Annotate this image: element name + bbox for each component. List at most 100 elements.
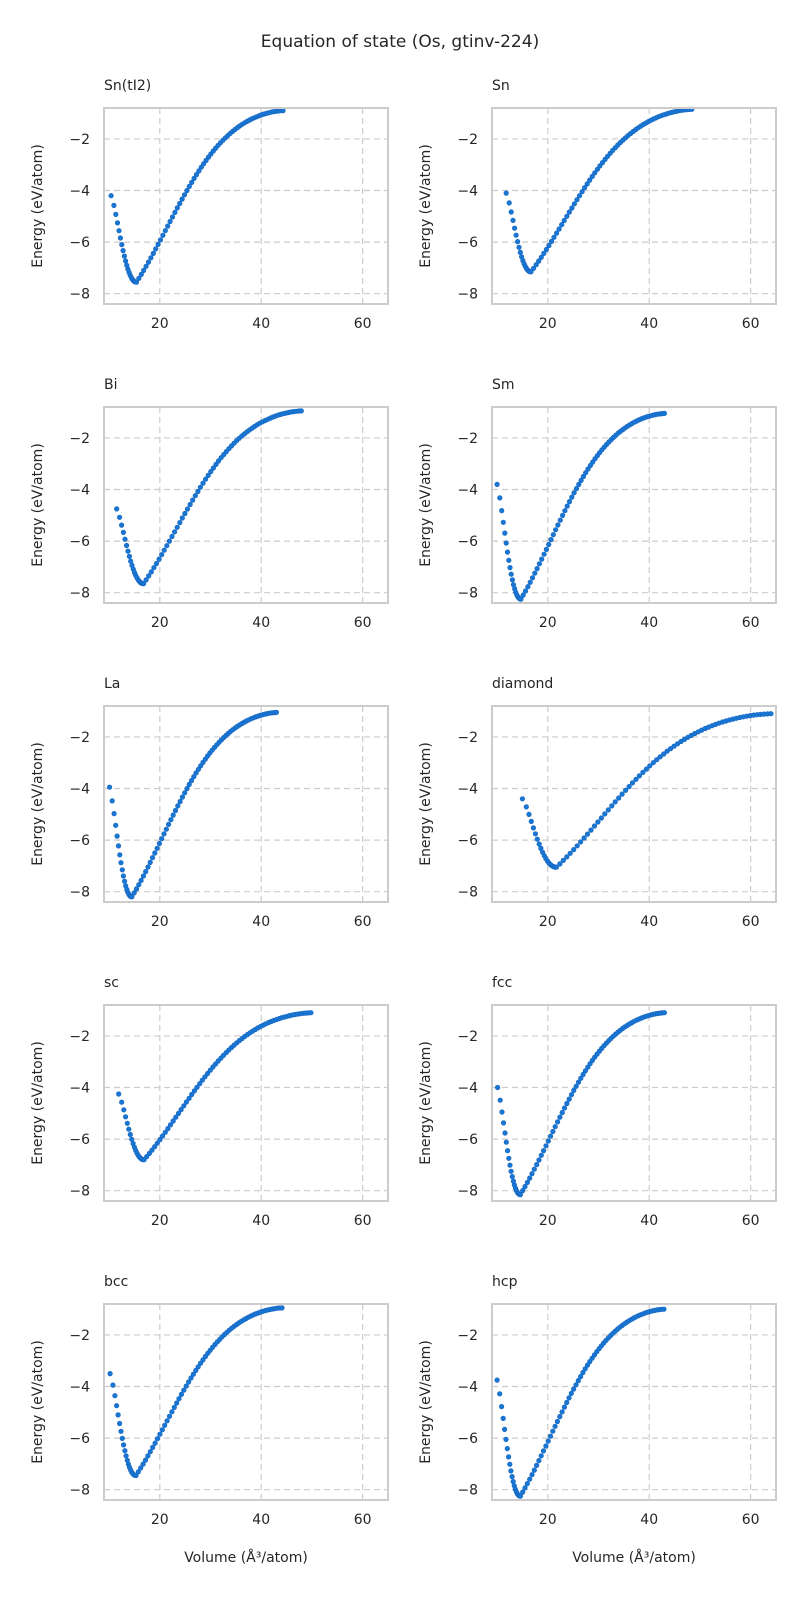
data-point bbox=[170, 812, 176, 818]
data-point bbox=[536, 258, 542, 264]
data-point bbox=[159, 552, 165, 558]
data-point bbox=[566, 499, 573, 505]
data-point bbox=[566, 1395, 572, 1401]
data-point bbox=[529, 575, 536, 581]
data-point bbox=[114, 506, 120, 512]
data-point bbox=[119, 1435, 125, 1441]
data-point bbox=[562, 508, 568, 514]
data-point bbox=[557, 1114, 563, 1120]
data-point bbox=[494, 1377, 500, 1383]
data-point bbox=[149, 1147, 155, 1153]
data-point bbox=[136, 275, 142, 281]
data-point bbox=[176, 1396, 182, 1402]
data-point bbox=[117, 852, 123, 858]
data-point bbox=[602, 811, 608, 817]
data-point bbox=[116, 228, 122, 234]
data-point bbox=[112, 1393, 118, 1399]
data-point bbox=[577, 1373, 584, 1380]
data-point bbox=[193, 1367, 199, 1373]
data-point bbox=[109, 798, 115, 804]
data-point bbox=[190, 1371, 196, 1377]
data-point bbox=[184, 785, 190, 792]
data-point bbox=[589, 173, 595, 179]
data-point bbox=[499, 1109, 505, 1115]
x-tick-label: 20 bbox=[151, 914, 169, 930]
data-point bbox=[580, 1071, 586, 1078]
data-point bbox=[145, 1453, 151, 1459]
y-tick-label: −8 bbox=[457, 1184, 478, 1200]
data-point bbox=[553, 230, 560, 236]
y-axis-label: Energy (eV/atom) bbox=[30, 1041, 46, 1165]
data-point bbox=[147, 859, 153, 866]
data-point bbox=[507, 1461, 513, 1467]
data-point bbox=[170, 1118, 176, 1124]
data-point bbox=[162, 1422, 168, 1428]
data-point bbox=[520, 1489, 526, 1495]
x-tick-label: 20 bbox=[539, 316, 557, 332]
panel-title: diamond bbox=[492, 676, 553, 692]
data-point bbox=[162, 1129, 168, 1135]
data-point bbox=[121, 1107, 127, 1113]
data-point bbox=[136, 882, 142, 888]
data-point bbox=[657, 754, 663, 760]
data-point bbox=[550, 532, 556, 538]
data-point bbox=[532, 570, 538, 576]
data-point bbox=[508, 209, 514, 215]
data-point bbox=[509, 1173, 515, 1180]
data-point bbox=[189, 179, 195, 185]
data-point bbox=[605, 807, 611, 813]
x-axis-label: Volume (Å³/atom) bbox=[572, 1549, 696, 1566]
data-point bbox=[197, 1081, 203, 1087]
data-point bbox=[529, 1171, 535, 1177]
x-tick-label: 20 bbox=[539, 1512, 557, 1528]
data-point bbox=[503, 1139, 509, 1145]
x-tick-label: 20 bbox=[539, 1213, 557, 1229]
data-point bbox=[499, 508, 505, 514]
data-point bbox=[574, 843, 580, 849]
data-point bbox=[122, 1448, 128, 1454]
data-point bbox=[561, 1404, 568, 1410]
data-point bbox=[578, 477, 584, 484]
data-point bbox=[509, 577, 516, 583]
data-point bbox=[165, 1125, 171, 1132]
data-point bbox=[118, 1428, 124, 1434]
data-point bbox=[174, 205, 180, 211]
data-point bbox=[569, 494, 575, 500]
data-point bbox=[557, 1413, 563, 1420]
data-point bbox=[154, 1436, 161, 1442]
y-axis-label: Energy (eV/atom) bbox=[30, 144, 46, 268]
data-point bbox=[178, 1391, 184, 1397]
data-point bbox=[150, 1444, 156, 1450]
axes-frame bbox=[103, 107, 389, 305]
data-point bbox=[122, 536, 128, 542]
panel-bcc: bcc 20 40 60 −2 −4 −6 −8 Energy (eV/atom) Volume … bbox=[30, 1274, 389, 1566]
data-point bbox=[172, 209, 178, 215]
data-point bbox=[548, 238, 555, 244]
data-point bbox=[619, 791, 625, 797]
data-point bbox=[550, 1128, 556, 1135]
data-point bbox=[622, 787, 629, 793]
data-point bbox=[161, 831, 167, 837]
data-point bbox=[153, 560, 160, 567]
data-point bbox=[140, 1461, 146, 1467]
data-point bbox=[164, 1418, 170, 1424]
data-point bbox=[183, 1383, 189, 1389]
data-point bbox=[159, 1427, 165, 1433]
data-point bbox=[177, 519, 183, 526]
y-tick-label: −6 bbox=[457, 1431, 478, 1447]
data-point bbox=[191, 774, 197, 780]
data-point bbox=[559, 512, 566, 519]
data-point bbox=[587, 177, 593, 183]
panel-title: Bi bbox=[104, 377, 118, 393]
panel-title: La bbox=[104, 676, 120, 692]
data-point bbox=[114, 833, 120, 839]
y-tick-label: −6 bbox=[457, 1132, 478, 1148]
data-point bbox=[528, 818, 534, 825]
data-point bbox=[119, 867, 125, 873]
data-point bbox=[497, 1097, 503, 1103]
data-point bbox=[528, 269, 534, 275]
data-point bbox=[571, 846, 577, 853]
data-point bbox=[205, 1070, 211, 1077]
x-tick-label: 20 bbox=[539, 615, 557, 631]
